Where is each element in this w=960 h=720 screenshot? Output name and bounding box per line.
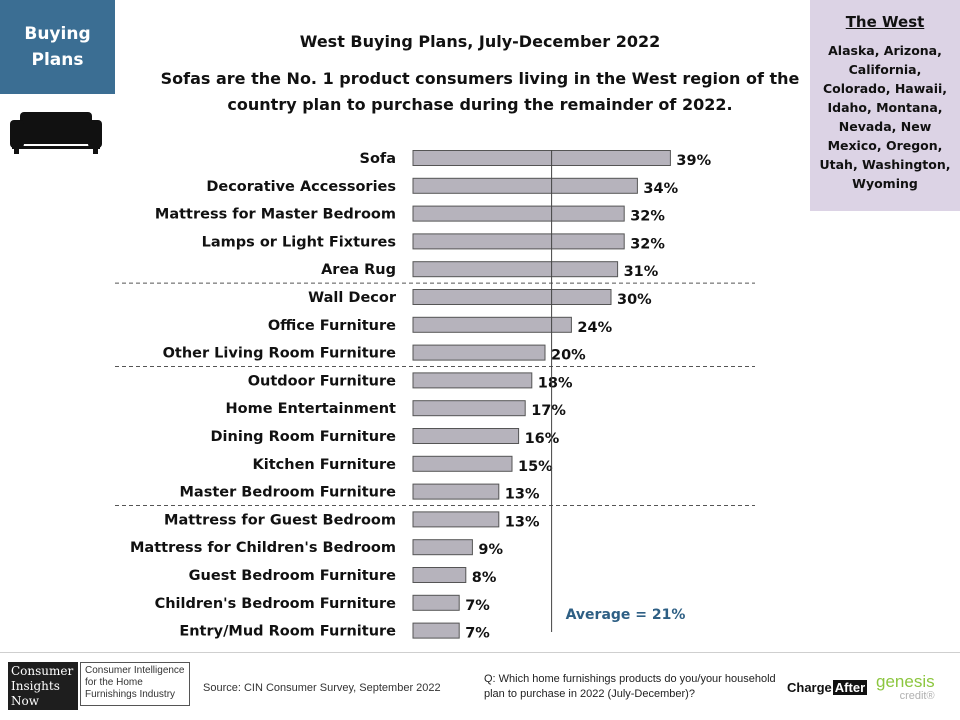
footer-divider (0, 652, 960, 653)
chargeafter-logo: Charge After (787, 680, 868, 695)
cin-tagline-line3: Furnishings Industry (85, 689, 176, 700)
genesis-logo-word: genesis (876, 672, 935, 691)
bar (412, 372, 533, 389)
bar (412, 150, 671, 166)
value-label: 34% (643, 181, 678, 197)
value-label: 13% (505, 514, 540, 530)
category-label: Area Rug (321, 262, 396, 278)
category-label: Mattress for Guest Bedroom (164, 512, 396, 528)
cin-tagline-line2: for the Home (85, 677, 143, 688)
section-tag-line1: Buying (24, 24, 91, 44)
category-label: Guest Bedroom Furniture (189, 568, 397, 584)
value-label: 20% (551, 348, 586, 364)
value-label: 9% (478, 542, 503, 558)
category-label: Wall Decor (308, 290, 397, 306)
cin-logo-line1: Consumer (11, 664, 74, 678)
value-label: 15% (518, 459, 553, 475)
bar (412, 261, 619, 278)
value-label: 8% (472, 570, 497, 586)
category-label: Home Entertainment (226, 401, 397, 417)
bar (412, 316, 572, 333)
value-label: 7% (465, 598, 490, 614)
bar (412, 428, 520, 444)
bar (412, 511, 500, 528)
survey-question: Q: Which home furnishings products do yo… (484, 673, 776, 700)
chart-title: West Buying Plans, July-December 2022 (299, 32, 661, 51)
category-label: Mattress for Children's Bedroom (130, 540, 396, 556)
bar (412, 483, 500, 500)
bar (412, 344, 546, 361)
bar (412, 177, 638, 194)
cin-logo-line3: Now (11, 694, 39, 708)
value-label: 24% (577, 320, 612, 336)
cin-logo-line2: Insights (11, 679, 60, 693)
bar (412, 455, 513, 472)
bar (412, 400, 526, 417)
bar (412, 289, 612, 305)
category-label: Other Living Room Furniture (163, 346, 397, 362)
category-label: Master Bedroom Furniture (180, 485, 397, 501)
category-label: Entry/Mud Room Furniture (179, 624, 396, 640)
chargeafter-logo-part1: Charge (787, 680, 832, 695)
genesis-logo-credit: credit® (899, 690, 935, 702)
bar (412, 594, 460, 611)
value-label: 39% (676, 153, 711, 169)
sofa-icon (10, 112, 102, 154)
value-label: 7% (465, 626, 490, 640)
category-label: Dining Room Furniture (211, 429, 397, 445)
category-label: Kitchen Furniture (253, 457, 397, 473)
bar (412, 567, 467, 583)
region-states: Alaska, Arizona, California, Colorado, H… (819, 43, 951, 191)
bar (412, 205, 625, 222)
value-label: 18% (538, 375, 573, 391)
value-label: 31% (624, 264, 659, 280)
chart-subtitle: Sofas are the No. 1 product consumers li… (160, 66, 800, 118)
chart-subtitle-line2: country plan to purchase during the rema… (227, 95, 733, 114)
category-label: Lamps or Light Fixtures (202, 234, 396, 250)
category-label: Mattress for Master Bedroom (155, 207, 396, 223)
value-label: 16% (525, 431, 560, 447)
cin-tagline: Consumer Intelligence for the Home Furni… (80, 662, 190, 706)
value-label: 32% (630, 209, 665, 225)
category-label: Sofa (360, 151, 397, 167)
value-label: 30% (617, 292, 652, 308)
category-label: Children's Bedroom Furniture (155, 596, 397, 612)
bar (412, 233, 625, 250)
bar-chart: Sofa 39% Decorative Accessories 34% Mattress… (115, 150, 755, 640)
chart-subtitle-line1: Sofas are the No. 1 product consumers li… (160, 69, 800, 88)
value-label: 13% (505, 487, 540, 503)
source-note: Source: CIN Consumer Survey, September 2… (203, 682, 441, 694)
value-label: 32% (630, 236, 665, 252)
section-tag-line2: Plans (31, 50, 84, 70)
genesis-credit-logo: genesis credit® (876, 672, 935, 704)
category-label: Decorative Accessories (206, 179, 396, 195)
category-label: Outdoor Furniture (248, 373, 396, 389)
cin-logo: Consumer Insights Now (8, 662, 78, 710)
region-info-box: The West Alaska, Arizona, California, Co… (810, 0, 960, 211)
chargeafter-logo-part2: After (832, 680, 868, 695)
average-label: Average = 21% (566, 607, 686, 623)
category-label: Office Furniture (268, 318, 396, 334)
section-tag: Buying Plans (0, 0, 115, 94)
region-title: The West (845, 13, 925, 31)
cin-tagline-line1: Consumer Intelligence (85, 665, 185, 676)
bar (412, 622, 460, 639)
bar (412, 539, 473, 556)
value-label: 17% (531, 403, 566, 419)
